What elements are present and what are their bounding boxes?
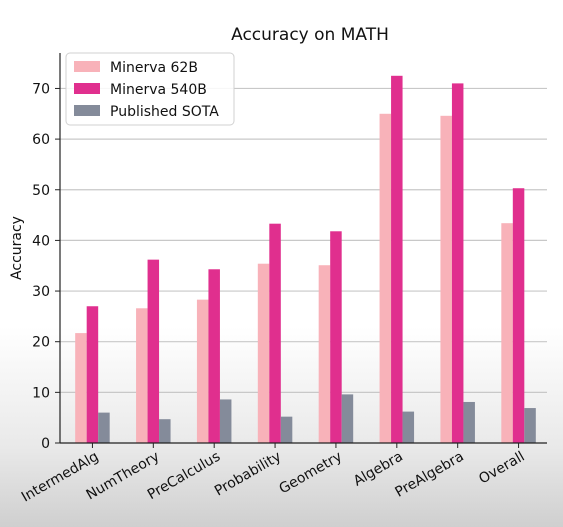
bar-Probability-Minerva-62B bbox=[257, 263, 270, 443]
y-tick-label: 10 bbox=[32, 385, 50, 401]
x-tick-label: Geometry bbox=[276, 449, 344, 498]
bar-Overall-Minerva-540B bbox=[512, 188, 525, 443]
y-tick-labels: 0 10 20 30 40 50 60 70 bbox=[32, 81, 60, 452]
x-tick-label: PreAlgebra bbox=[392, 449, 466, 501]
bar-NumTheory-Minerva-62B bbox=[136, 308, 148, 443]
y-tick-label: 60 bbox=[32, 132, 50, 148]
y-tick-label: 20 bbox=[32, 335, 50, 351]
bar-Geometry-Minerva-540B bbox=[330, 231, 342, 443]
bar-PreCalculus-Minerva-62B bbox=[196, 299, 209, 443]
chart-title: Accuracy on MATH bbox=[231, 25, 389, 45]
legend: Minerva 62B Minerva 540B Published SOTA bbox=[65, 52, 235, 126]
legend-entry: Minerva 540B bbox=[110, 82, 207, 98]
legend-entry: Minerva 62B bbox=[110, 60, 198, 76]
bar-Algebra-Minerva-62B bbox=[379, 113, 392, 443]
grid-lines bbox=[60, 87, 547, 393]
x-tick-labels: IntermedAlgNumTheoryPreCalculusProbabili… bbox=[19, 443, 528, 506]
y-tick-label: 40 bbox=[32, 233, 50, 249]
y-axis-label: Accuracy bbox=[9, 216, 25, 280]
bar-PreAlgebra-Minerva-540B bbox=[451, 83, 464, 443]
bar-PreAlgebra-Minerva-62B bbox=[440, 115, 452, 444]
bar-IntermedAlg-Minerva-540B bbox=[86, 306, 99, 443]
y-tick-label: 70 bbox=[32, 81, 50, 97]
legend-entry: Published SOTA bbox=[110, 104, 219, 120]
bar-Overall-Published-SOTA bbox=[524, 408, 536, 443]
bar-PreAlgebra-Published-SOTA bbox=[463, 401, 475, 443]
bar-Probability-Minerva-540B bbox=[269, 223, 281, 443]
bar-Overall-Minerva-62B bbox=[501, 223, 513, 443]
legend-box bbox=[65, 52, 235, 126]
x-tick-label: Probability bbox=[212, 449, 284, 500]
bar-NumTheory-Minerva-540B bbox=[147, 259, 160, 443]
bars bbox=[75, 75, 536, 444]
bar-Algebra-Minerva-540B bbox=[391, 75, 403, 443]
bar-IntermedAlg-Minerva-62B bbox=[75, 333, 87, 443]
legend-swatch bbox=[74, 83, 100, 94]
bar-IntermedAlg-Published-SOTA bbox=[98, 412, 110, 443]
axes bbox=[59, 53, 547, 444]
bar-PreCalculus-Published-SOTA bbox=[219, 399, 232, 443]
y-tick-label: 30 bbox=[32, 284, 50, 300]
bar-NumTheory-Published-SOTA bbox=[159, 419, 171, 443]
bar-Probability-Published-SOTA bbox=[280, 416, 293, 443]
legend-swatch bbox=[74, 61, 100, 72]
bar-PreCalculus-Minerva-540B bbox=[208, 269, 220, 443]
bar-Geometry-Published-SOTA bbox=[341, 394, 354, 443]
y-tick-label: 50 bbox=[32, 183, 50, 199]
y-tick-label: 0 bbox=[41, 436, 50, 452]
bar-Algebra-Published-SOTA bbox=[402, 411, 415, 443]
bar-Geometry-Minerva-62B bbox=[318, 265, 331, 443]
legend-swatch bbox=[74, 105, 100, 116]
x-tick-label: Overall bbox=[476, 449, 527, 488]
